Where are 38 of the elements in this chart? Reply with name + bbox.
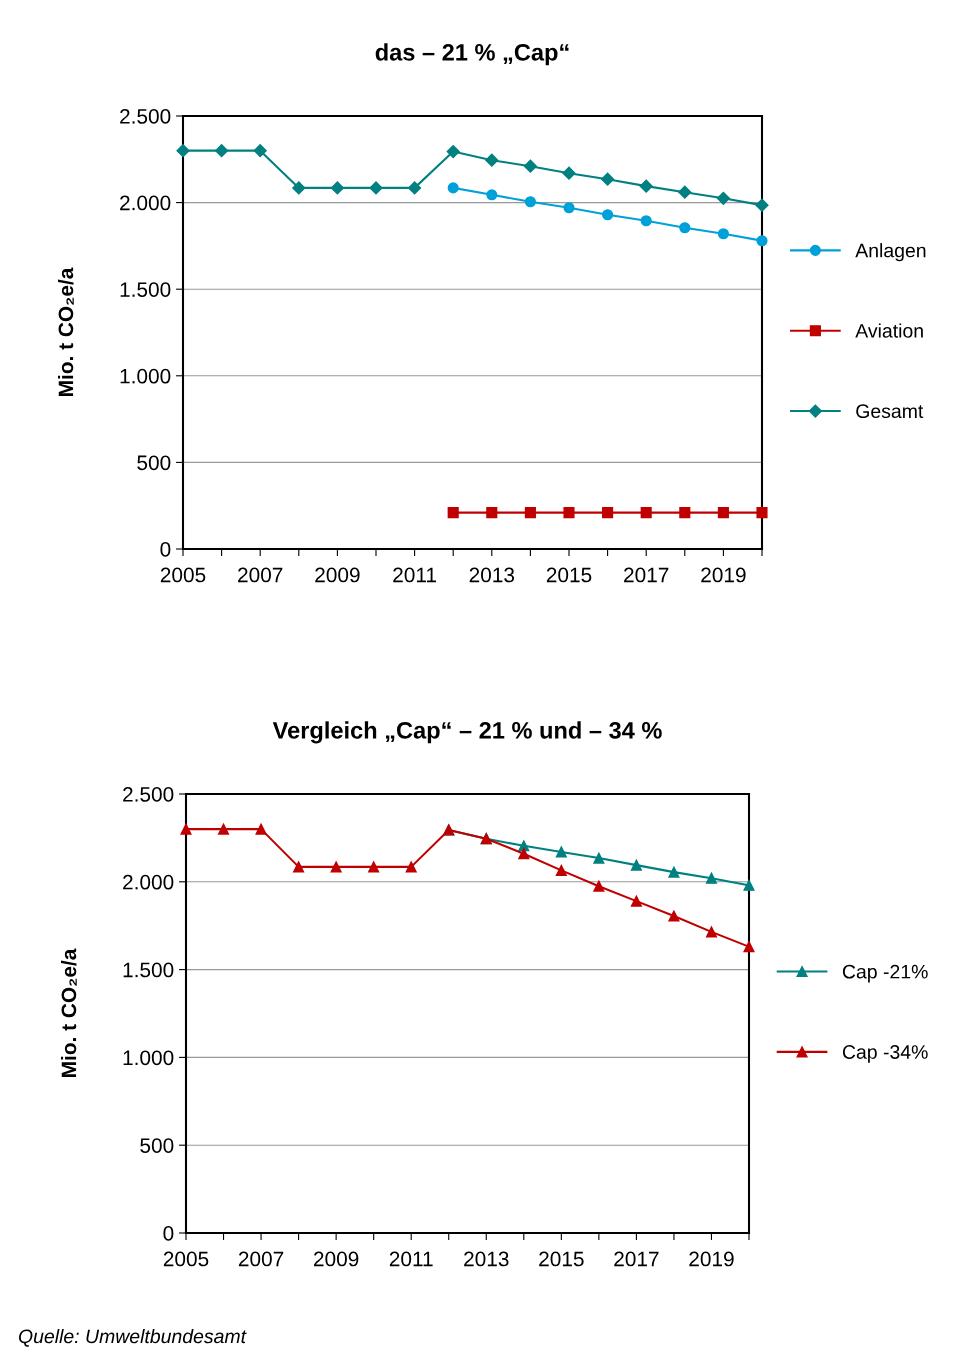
y-tick-label: 1.500: [123, 962, 174, 978]
x-tick-label: 2011: [389, 1251, 433, 1267]
legend-label: Anlagen: [855, 243, 926, 262]
legend-label: Gesamt: [856, 404, 924, 419]
x-tick-label: 2009: [315, 567, 360, 583]
x-tick-label: 2015: [546, 567, 592, 583]
legend-label: Cap -21%: [842, 964, 928, 983]
source-note: Quelle: Umweltbundesamt: [18, 1328, 247, 1347]
x-tick-label: 2015: [539, 1251, 584, 1267]
y-tick-label: 500: [137, 455, 171, 471]
legend-label: Cap -34%: [842, 1045, 928, 1063]
y-tick-label: 2.000: [120, 195, 171, 211]
x-tick-label: 2013: [464, 1251, 509, 1267]
x-tick-label: 2017: [624, 567, 669, 583]
x-tick-label: 2005: [160, 567, 206, 583]
chart-title: Vergleich „Cap“ – 21 % und – 34 %: [272, 721, 662, 744]
x-tick-label: 2007: [238, 1251, 284, 1267]
x-tick-label: 2019: [701, 567, 746, 583]
y-tick-label: 0: [163, 1226, 174, 1241]
x-tick-label: 2017: [614, 1251, 659, 1267]
legend-label: Aviation: [855, 323, 923, 338]
y-tick-label: 2.000: [123, 874, 174, 890]
x-tick-label: 2007: [238, 567, 283, 583]
y-tick-label: 0: [160, 542, 171, 557]
y-tick-label: 1.000: [120, 368, 171, 384]
y-tick-label: 1.000: [123, 1050, 174, 1066]
y-axis-title: Mio. t CO₂e/a: [57, 267, 74, 396]
y-axis-title: Mio. t CO₂e/a: [60, 948, 77, 1077]
y-tick-label: 1.500: [120, 282, 171, 297]
x-tick-label: 2011: [393, 567, 436, 583]
x-tick-label: 2013: [469, 567, 515, 583]
y-tick-label: 2.500: [123, 787, 174, 802]
x-tick-label: 2005: [163, 1251, 209, 1267]
y-tick-label: 500: [140, 1138, 174, 1153]
x-tick-label: 2019: [689, 1251, 734, 1267]
x-tick-label: 2009: [314, 1251, 359, 1267]
chart-title: das – 21 % „Cap“: [375, 43, 569, 66]
y-tick-label: 2.500: [120, 109, 171, 124]
